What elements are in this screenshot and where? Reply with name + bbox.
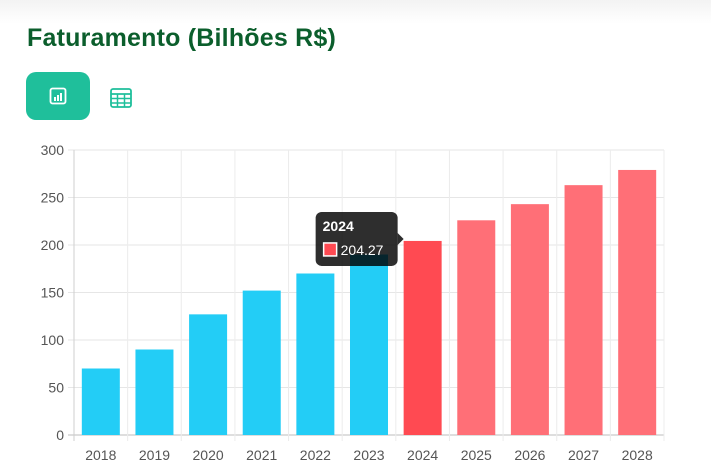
- y-tick-label: 200: [41, 237, 65, 253]
- x-tick-label: 2022: [300, 447, 331, 463]
- bar-2022[interactable]: [296, 273, 335, 436]
- tooltip-swatch: [322, 242, 338, 257]
- tooltip-caret: [397, 232, 404, 245]
- bar-2028[interactable]: [618, 169, 657, 435]
- x-tick-label: 2024: [407, 447, 438, 463]
- bar-2018[interactable]: [81, 368, 120, 436]
- x-tick-label: 2026: [514, 447, 545, 463]
- bar-2019[interactable]: [135, 349, 174, 436]
- bar-2025[interactable]: [457, 220, 496, 435]
- y-tick-label: 250: [41, 190, 65, 206]
- x-axis: 2018 2019 2020 2021 2022 2023 2024 2025 2026 2027…: [85, 447, 653, 463]
- x-tick-label: 2018: [85, 447, 116, 463]
- x-tick-label: 2028: [622, 447, 653, 463]
- bar-2023[interactable]: [350, 254, 388, 436]
- bar-series: [81, 169, 657, 436]
- bar-2021[interactable]: [242, 290, 281, 435]
- chart-title: Faturamento (Bilhões R$): [27, 24, 336, 52]
- table-grid-icon: [110, 88, 132, 108]
- y-axis: 0 50 100 150 200 250 300: [41, 142, 65, 443]
- x-tick-label: 2023: [353, 447, 384, 463]
- x-tick-label: 2027: [568, 447, 599, 463]
- x-tick-label: 2019: [139, 447, 170, 463]
- table-view-button[interactable]: [107, 84, 135, 112]
- bar-2020[interactable]: [189, 314, 228, 435]
- chart-view-button[interactable]: [26, 72, 90, 120]
- bar-2026[interactable]: [510, 204, 549, 435]
- y-tick-label: 150: [41, 285, 65, 301]
- bar-2024[interactable]: [403, 240, 442, 435]
- x-tick-label: 2025: [461, 447, 492, 463]
- y-tick-label: 50: [48, 380, 64, 396]
- y-tick-label: 0: [56, 427, 64, 443]
- chart-tooltip: 2024 204.27: [315, 211, 404, 266]
- y-tick-label: 100: [41, 332, 65, 348]
- tooltip-title: 2024: [323, 218, 354, 234]
- tooltip-value: 204.27: [341, 242, 384, 258]
- y-tick-label: 300: [41, 142, 65, 158]
- x-tick-label: 2020: [193, 447, 224, 463]
- bar-chart-icon: [49, 87, 67, 105]
- bar-2027[interactable]: [564, 185, 603, 435]
- x-tick-label: 2021: [246, 447, 277, 463]
